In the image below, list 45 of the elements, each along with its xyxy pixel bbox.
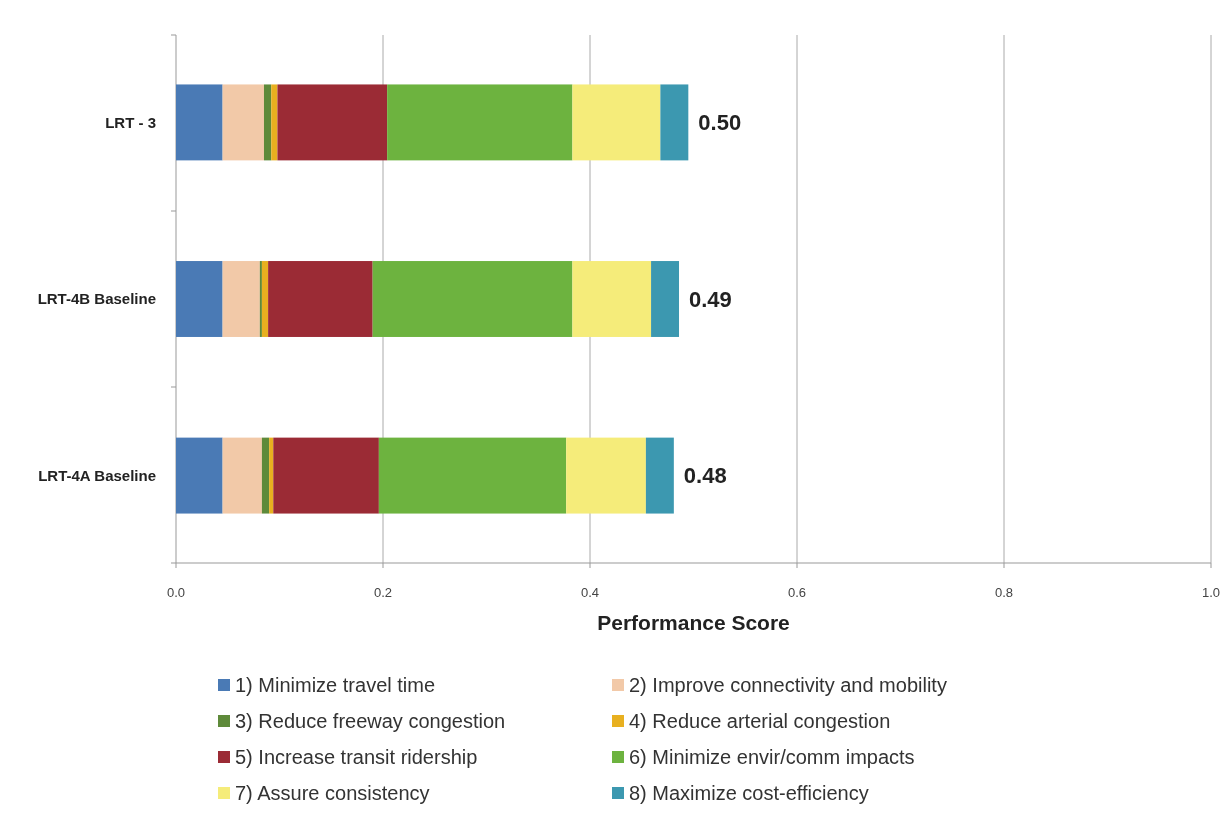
legend-label: 8) Maximize cost-efficiency [629,782,869,804]
y-tick-label: LRT-4A Baseline [38,466,156,484]
bar [259,261,262,337]
bar [269,437,274,514]
bar [645,437,674,514]
legend-label: 2) Improve connectivity and mobility [629,674,947,696]
bar [222,437,262,514]
x-tick-label: 1.0 [1201,585,1221,600]
bar [176,437,223,514]
bar [261,261,269,337]
bar [261,437,270,514]
bar [222,261,260,337]
x-tick-label: 0.4 [580,585,600,600]
x-tick-label: 0.8 [994,585,1014,600]
bar [572,84,661,161]
legend-label: 6) Minimize envir/comm impacts [629,746,915,768]
legend-label: 3) Reduce freeway congestion [235,710,506,732]
bar [176,84,223,161]
x-tick-label: 0.6 [787,585,807,600]
bar [277,84,388,161]
y-tick-label: LRT-4B Baseline [37,290,156,308]
total-label: 0.50 [698,110,742,136]
x-tick-label: 0.0 [166,585,186,600]
x-axis-title: Performance Score [597,611,790,634]
bar [273,437,379,514]
legend-label: 1) Minimize travel time [235,674,436,696]
total-label: 0.49 [689,286,732,312]
bar [268,261,373,337]
bar [566,437,646,514]
bar [271,84,278,161]
bar [572,261,652,337]
legend-label: 7) Assure consistency [235,782,430,804]
bar [387,84,573,161]
total-label: 0.48 [683,463,727,489]
bar [176,261,223,337]
x-tick-label: 0.2 [373,585,393,600]
bar [263,84,272,161]
bar [651,261,680,337]
bar [378,437,567,514]
y-tick-label: LRT - 3 [105,113,156,131]
bar [372,261,573,337]
bar [660,84,689,161]
legend-label: 4) Reduce arterial congestion [629,710,891,732]
bar [222,84,264,161]
legend-label: 5) Increase transit ridership [235,746,478,768]
